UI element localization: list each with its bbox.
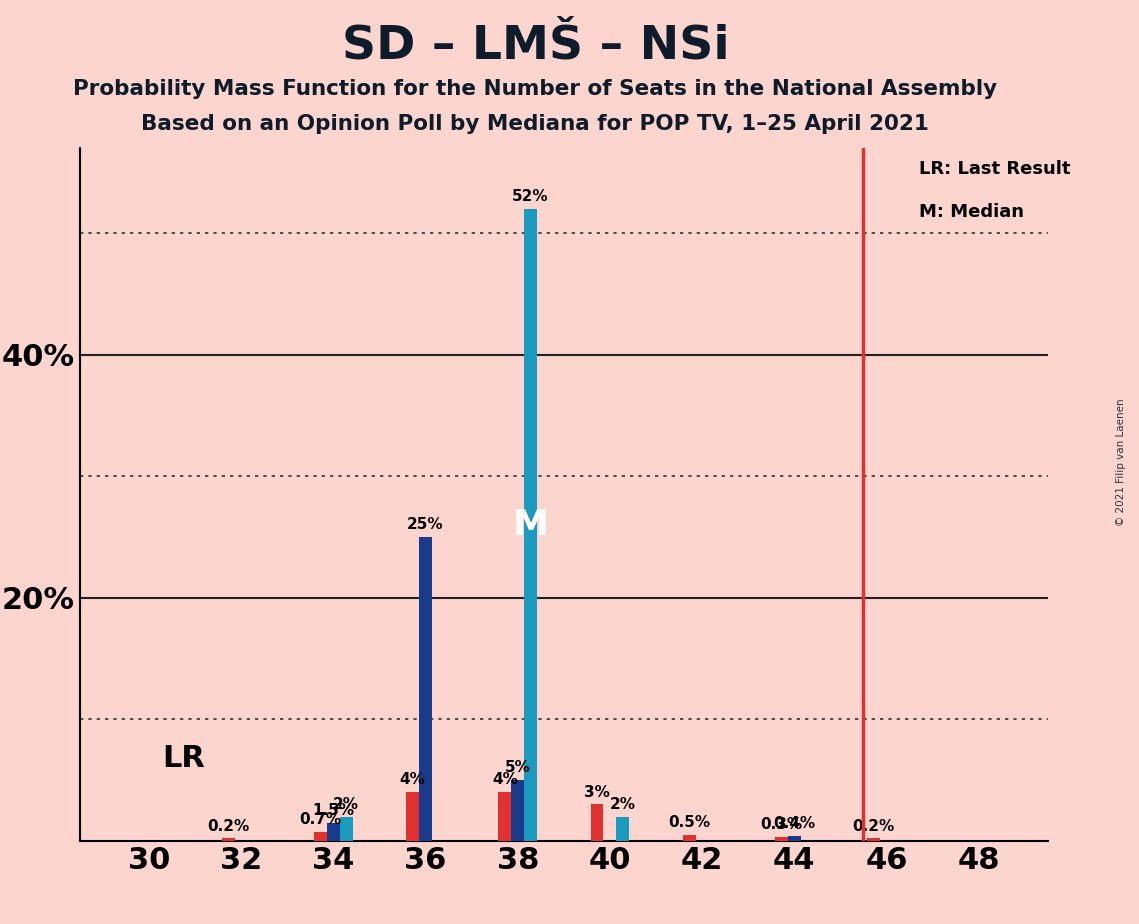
Text: M: M	[513, 507, 549, 541]
Text: 4%: 4%	[492, 772, 518, 787]
Text: 0.4%: 0.4%	[773, 816, 816, 831]
Text: 3%: 3%	[584, 784, 611, 799]
Bar	[524, 209, 538, 841]
Text: 0.2%: 0.2%	[852, 819, 895, 833]
Bar	[499, 792, 511, 841]
Text: 0.3%: 0.3%	[761, 818, 803, 833]
Bar	[314, 833, 327, 841]
Bar	[867, 838, 880, 841]
Text: LR: Last Result: LR: Last Result	[919, 160, 1071, 178]
Text: 2%: 2%	[334, 796, 359, 811]
Bar	[590, 805, 604, 841]
Text: 0.2%: 0.2%	[207, 819, 249, 833]
Bar	[407, 792, 419, 841]
Text: M: Median: M: Median	[919, 202, 1024, 221]
Text: 0.7%: 0.7%	[300, 812, 342, 828]
Bar	[327, 822, 339, 841]
Bar	[775, 837, 788, 841]
Text: 2%: 2%	[609, 796, 636, 811]
Bar	[788, 836, 801, 841]
Bar	[419, 537, 432, 841]
Bar	[339, 817, 353, 841]
Text: Based on an Opinion Poll by Mediana for POP TV, 1–25 April 2021: Based on an Opinion Poll by Mediana for …	[141, 114, 929, 134]
Text: 1.5%: 1.5%	[312, 803, 354, 818]
Text: 52%: 52%	[513, 188, 549, 204]
Text: 4%: 4%	[400, 772, 426, 787]
Bar	[616, 817, 629, 841]
Text: © 2021 Filip van Laenen: © 2021 Filip van Laenen	[1116, 398, 1125, 526]
Bar	[511, 780, 524, 841]
Text: SD – LMŠ – NSi: SD – LMŠ – NSi	[342, 23, 729, 68]
Text: 0.5%: 0.5%	[669, 815, 711, 830]
Bar	[682, 834, 696, 841]
Text: LR: LR	[163, 744, 205, 772]
Text: Probability Mass Function for the Number of Seats in the National Assembly: Probability Mass Function for the Number…	[73, 79, 998, 99]
Text: 5%: 5%	[505, 760, 531, 775]
Text: 25%: 25%	[407, 517, 444, 532]
Bar	[222, 838, 235, 841]
